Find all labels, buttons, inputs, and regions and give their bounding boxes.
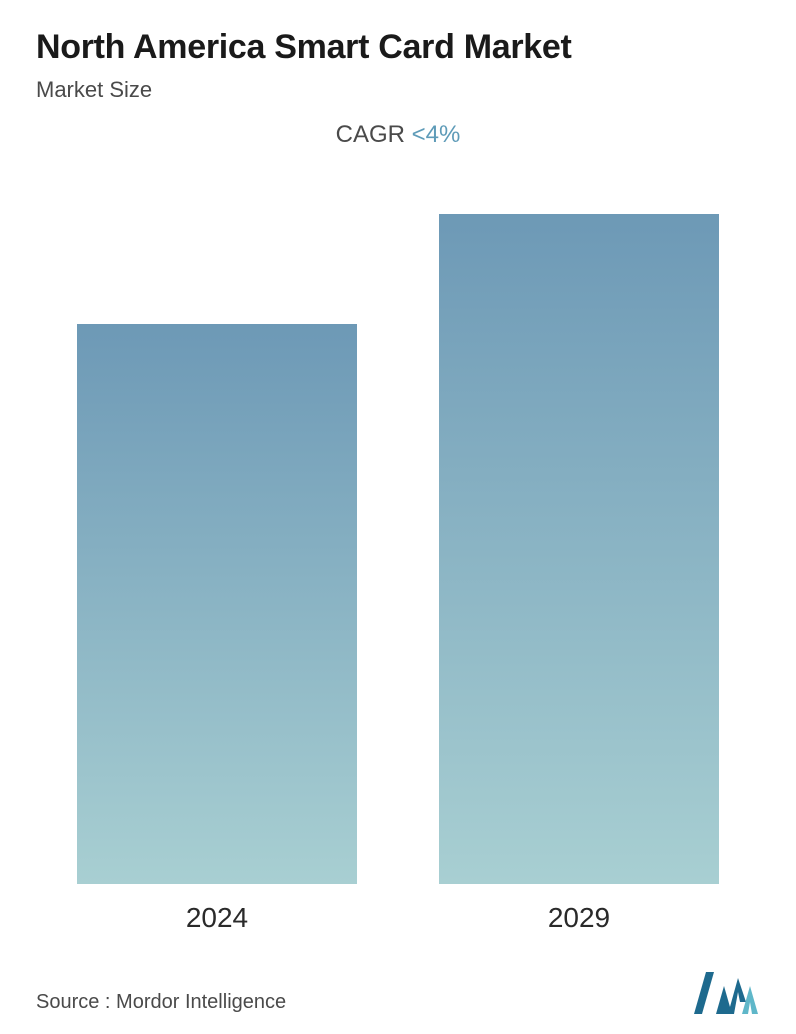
bars-row: 2024 2029 bbox=[66, 214, 730, 934]
cagr-row: CAGR <4% bbox=[36, 121, 760, 149]
source-text: Source : Mordor Intelligence bbox=[36, 991, 286, 1014]
page-title: North America Smart Card Market bbox=[36, 28, 760, 67]
cagr-label: CAGR bbox=[336, 121, 412, 148]
page-root: North America Smart Card Market Market S… bbox=[0, 0, 796, 1034]
page-subtitle: Market Size bbox=[36, 77, 760, 103]
bar-label-2029: 2029 bbox=[548, 902, 610, 934]
footer-row: Source : Mordor Intelligence bbox=[36, 972, 760, 1014]
cagr-value: <4% bbox=[412, 121, 461, 148]
bar-2024 bbox=[77, 324, 357, 884]
bar-label-2024: 2024 bbox=[186, 902, 248, 934]
bar-col-0: 2024 bbox=[76, 214, 358, 934]
bar-col-1: 2029 bbox=[438, 214, 720, 934]
chart-area: 2024 2029 bbox=[36, 157, 760, 944]
bar-2029 bbox=[439, 214, 719, 884]
brand-logo bbox=[688, 972, 758, 1014]
logo-icon bbox=[688, 972, 758, 1014]
